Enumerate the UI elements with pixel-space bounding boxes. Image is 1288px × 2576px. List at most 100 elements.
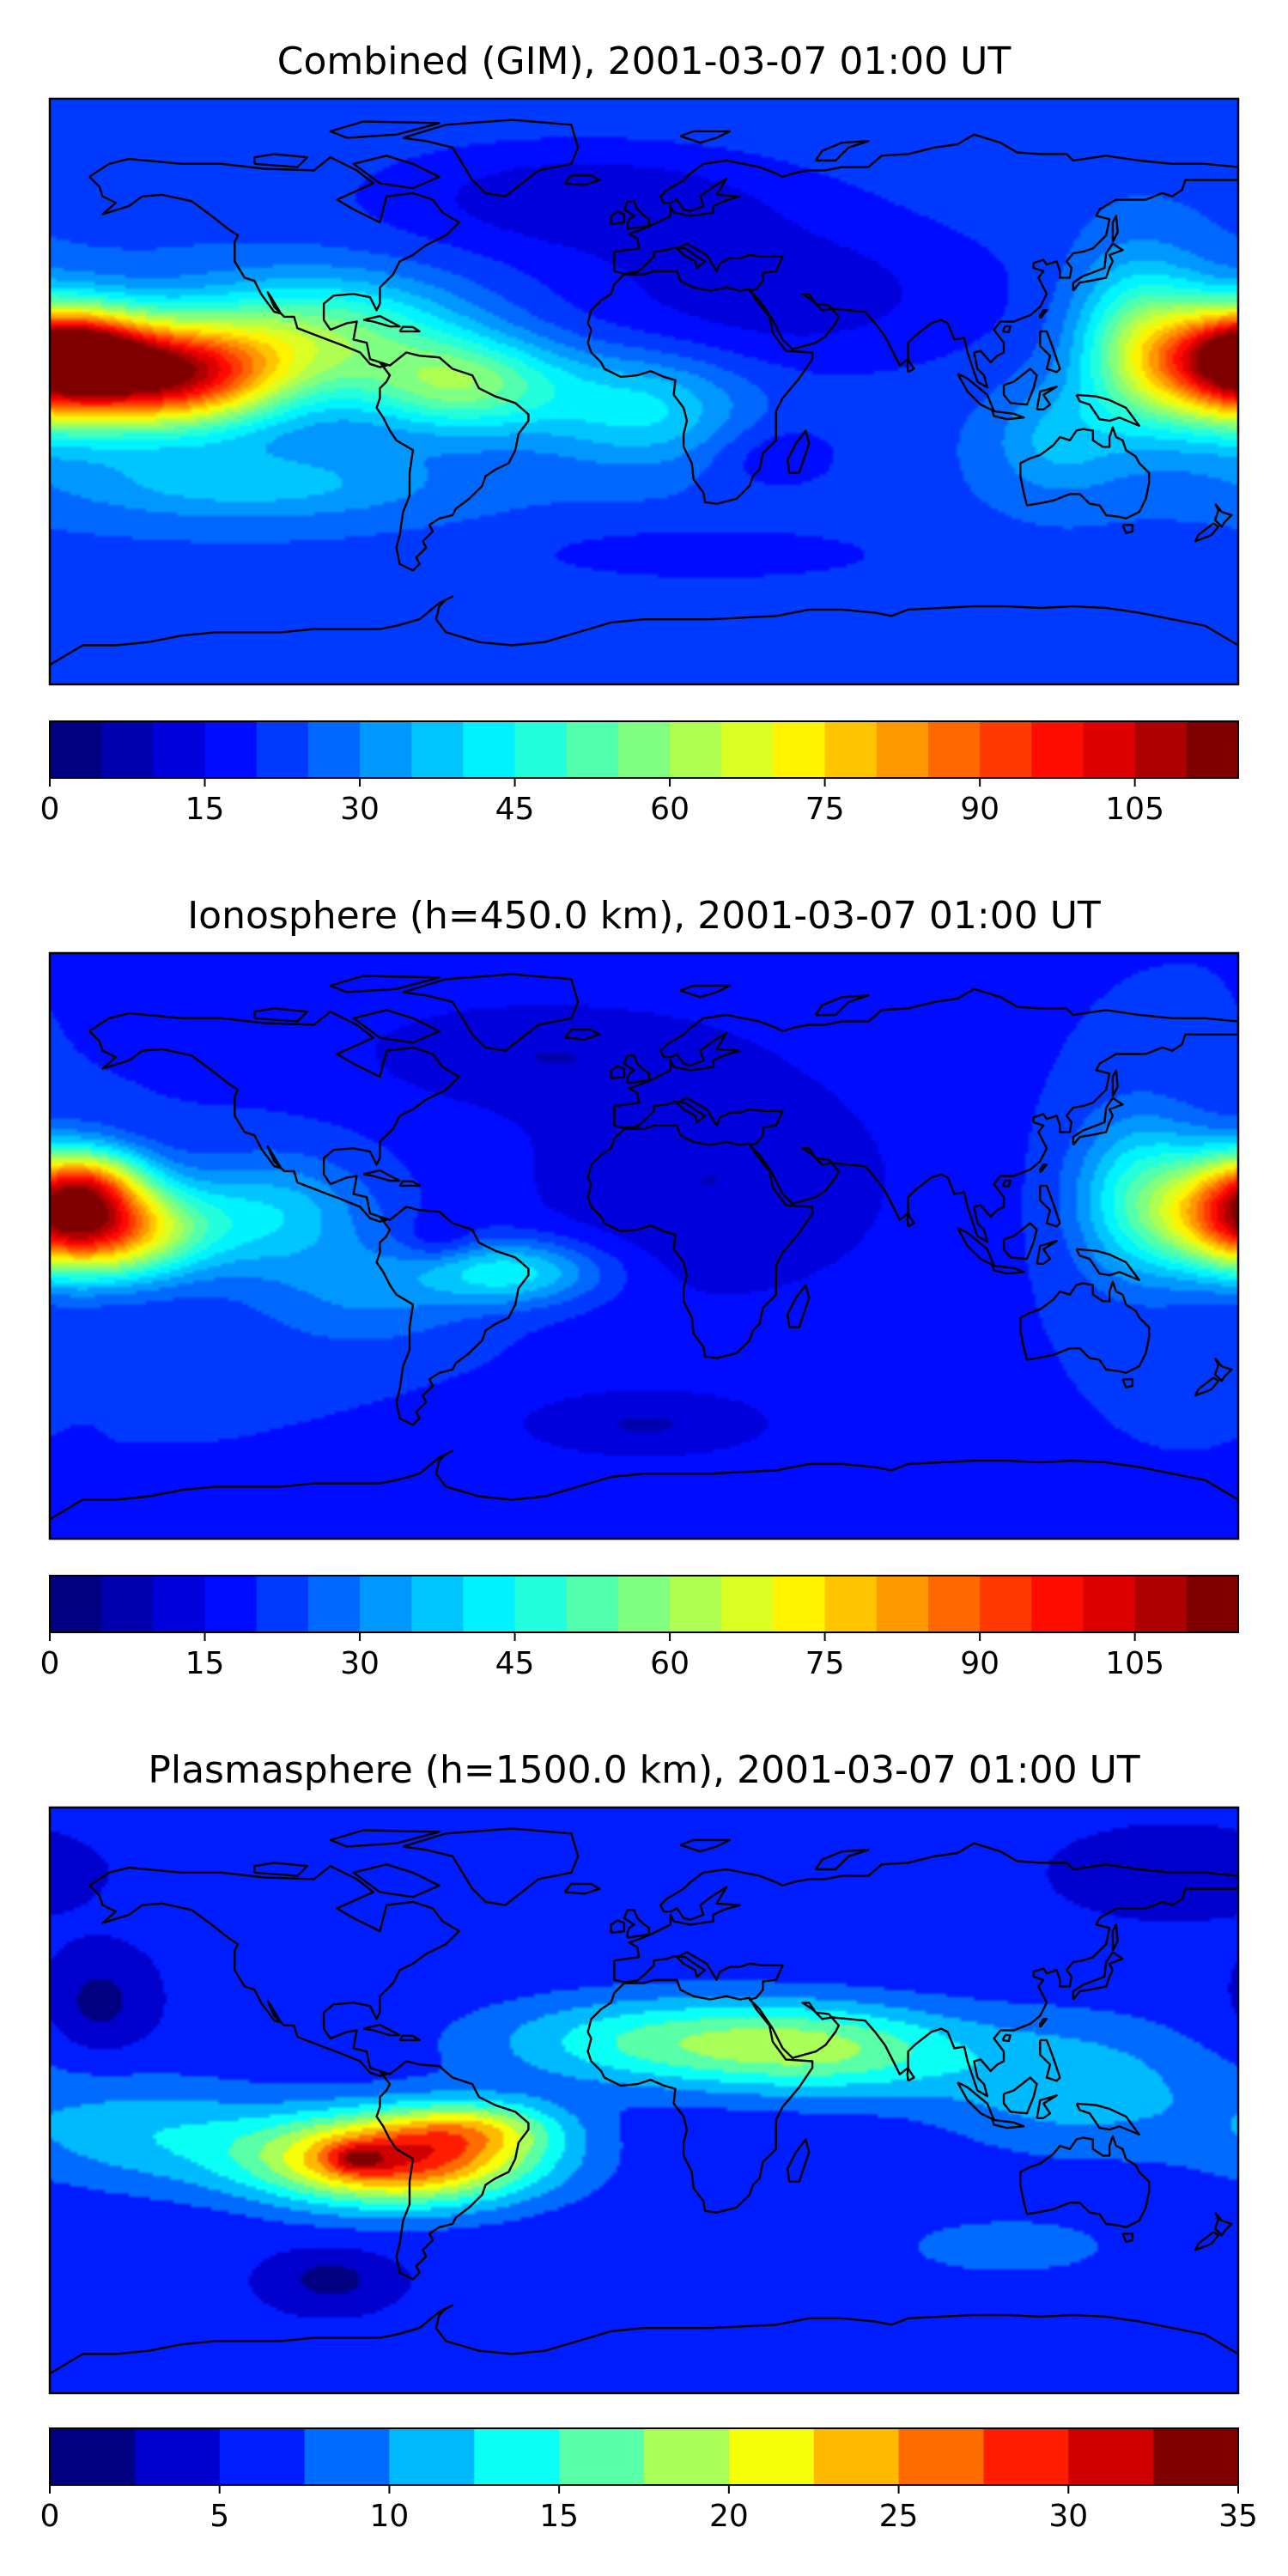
colorbar-bins: [50, 1576, 1239, 1632]
coastline: [1213, 1357, 1233, 1382]
coastline: [787, 2138, 811, 2183]
map-frame: [48, 951, 1240, 1540]
coastline: [362, 1169, 401, 1182]
coastline: [362, 314, 401, 328]
colorbar: 0 5 10 15 20 25 30 35: [40, 2427, 1258, 2534]
coastline: [1019, 426, 1151, 519]
coastline: [1039, 1163, 1048, 1174]
colorbar-bin: [1153, 2428, 1239, 2485]
colorbar-bin: [876, 1576, 929, 1632]
colorbar-tick-label: 0: [40, 792, 60, 827]
coastline: [375, 2060, 530, 2281]
colorbar-bin: [153, 721, 206, 778]
coastline: [1039, 1184, 1061, 1228]
colorbar-bin: [1134, 721, 1188, 778]
panel-ionosphere: Ionosphere (h=450.0 km), 2001-03-07 01:0…: [40, 894, 1240, 1681]
coastline: [403, 973, 580, 1052]
coastline: [398, 2034, 421, 2042]
colorbar-tick-label: 15: [539, 2499, 579, 2534]
colorbar-bin: [876, 721, 929, 778]
colorbar-bin: [514, 1576, 568, 1632]
coastline: [1213, 2211, 1233, 2237]
colorbar-tick-label: 45: [495, 1646, 535, 1681]
colorbar-bin: [101, 721, 154, 778]
coastline: [563, 173, 601, 186]
colorbar-tick-label: 75: [805, 1646, 845, 1681]
panel-title: Plasmasphere (h=1500.0 km), 2001-03-07 0…: [148, 1748, 1139, 1792]
coastline: [253, 1862, 309, 1877]
coastline: [1039, 330, 1061, 374]
contour-map: [50, 99, 1238, 684]
colorbar-bin: [980, 1576, 1032, 1632]
colorbar-bins: [50, 721, 1239, 778]
map-frame: [48, 97, 1240, 686]
colorbar-bin: [360, 721, 412, 778]
colorbar-tick-label: 0: [40, 2499, 60, 2534]
contour-field: [50, 953, 1238, 1539]
colorbar-bin: [463, 721, 516, 778]
coastline: [1121, 2233, 1134, 2244]
coastline: [1036, 2094, 1058, 2120]
colorbar-tick-label: 15: [185, 792, 225, 827]
coastline: [50, 1449, 1238, 1521]
colorbar-ticks: 0 15 30 45 60 75 90 105: [40, 1632, 1164, 1681]
coastline: [1039, 309, 1048, 319]
coastline: [679, 984, 732, 999]
colorbar-bin: [101, 1576, 154, 1632]
colorbar-bin: [1031, 721, 1084, 778]
coastline: [787, 1284, 811, 1328]
colorbar-bin: [304, 2428, 391, 2485]
coastline: [679, 130, 732, 144]
colorbar: 0 15 30 45 60 75 90 105: [40, 720, 1239, 827]
colorbar-tick-label: 30: [340, 792, 380, 827]
colorbar-bin: [1083, 721, 1136, 778]
coastline: [991, 2118, 1025, 2129]
colorbar-bin: [670, 721, 722, 778]
coastline: [991, 410, 1025, 421]
colorbar-bin: [204, 721, 258, 778]
colorbar-tick-label: 105: [1105, 1646, 1164, 1681]
coastline: [623, 1054, 650, 1084]
colorbar-bin: [1186, 1576, 1239, 1632]
colorbar-bin: [559, 2428, 645, 2485]
coastline: [563, 1028, 601, 1041]
coastline: [352, 155, 440, 190]
coastline: [88, 1864, 460, 2077]
coastline: [613, 1842, 1238, 2098]
colorbar-tick-label: 30: [340, 1646, 380, 1681]
colorbar-tick-label: 90: [960, 792, 999, 827]
colorbar-bin: [307, 1576, 361, 1632]
colorbar-bin: [617, 721, 671, 778]
colorbar-bin: [980, 721, 1032, 778]
contour-map: [50, 953, 1238, 1539]
coastline: [1001, 325, 1012, 334]
coastline: [991, 1264, 1025, 1275]
coastline: [403, 118, 580, 197]
coastline: [253, 153, 309, 168]
coastline: [1002, 1222, 1038, 1261]
colorbar-bin: [983, 2428, 1069, 2485]
coastline: [787, 429, 811, 474]
coastline: [563, 1882, 601, 1895]
coastline: [679, 1838, 732, 1853]
coastline: [814, 140, 870, 162]
panel-title: Combined (GIM), 2001-03-07 01:00 UT: [277, 39, 1012, 83]
colorbar-frame: [49, 1575, 1239, 1633]
colorbar-tick-label: 90: [960, 1646, 999, 1681]
coastline: [613, 987, 1238, 1243]
colorbar-bin: [773, 1576, 826, 1632]
colorbar-bin: [773, 721, 826, 778]
colorbar-tick-label: 20: [709, 2499, 749, 2534]
coastline: [613, 133, 1238, 389]
colorbar-bin: [813, 2428, 900, 2485]
coastline: [1111, 1923, 1119, 1952]
coastline: [352, 1009, 440, 1044]
coastline: [1039, 2038, 1061, 2082]
colorbar-bin: [389, 2428, 475, 2485]
colorbar-tick-label: 60: [650, 1646, 690, 1681]
colorbar-bin: [566, 721, 619, 778]
colorbar-bin: [721, 721, 775, 778]
colorbar-bin: [50, 2428, 136, 2485]
colorbar-bin: [1134, 1576, 1188, 1632]
